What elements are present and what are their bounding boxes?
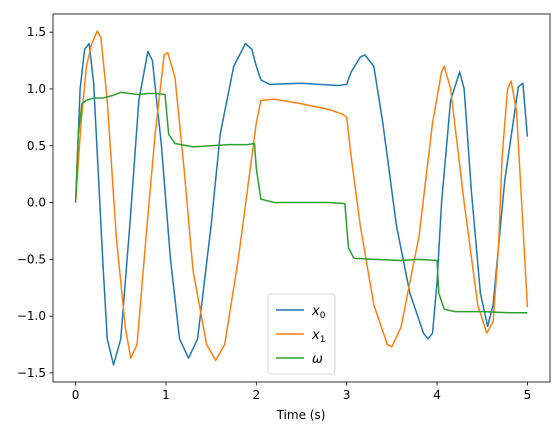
series-layer bbox=[74, 30, 529, 366]
y-tick-label: −1.5 bbox=[17, 366, 46, 380]
x-axis-label: Time (s) bbox=[276, 408, 326, 422]
y-tick-label: −0.5 bbox=[17, 252, 46, 266]
x-tick-label: 4 bbox=[433, 388, 441, 402]
y-tick-label: 1.0 bbox=[27, 82, 46, 96]
series-line-2 bbox=[74, 91, 528, 314]
y-axis: −1.5 −1.0 −0.5 0.0 0.5 1.0 1.5 bbox=[17, 25, 53, 380]
y-tick-label: 0.0 bbox=[27, 196, 46, 210]
x-tick-label: 1 bbox=[162, 388, 170, 402]
y-tick-label: 0.5 bbox=[27, 139, 46, 153]
x-tick-label: 0 bbox=[72, 388, 80, 402]
x-tick-label: 3 bbox=[343, 388, 351, 402]
legend-entry-2: ω bbox=[312, 352, 323, 367]
x-tick-label: 2 bbox=[252, 388, 260, 402]
y-tick-label: −1.0 bbox=[17, 309, 46, 323]
y-tick-label: 1.5 bbox=[27, 25, 46, 39]
series-line-0 bbox=[74, 42, 529, 366]
x-axis: 0 1 2 3 4 5 bbox=[72, 382, 531, 402]
series-line-1 bbox=[74, 30, 529, 362]
plot-frame bbox=[52, 13, 551, 383]
x-tick-label: 5 bbox=[524, 388, 532, 402]
